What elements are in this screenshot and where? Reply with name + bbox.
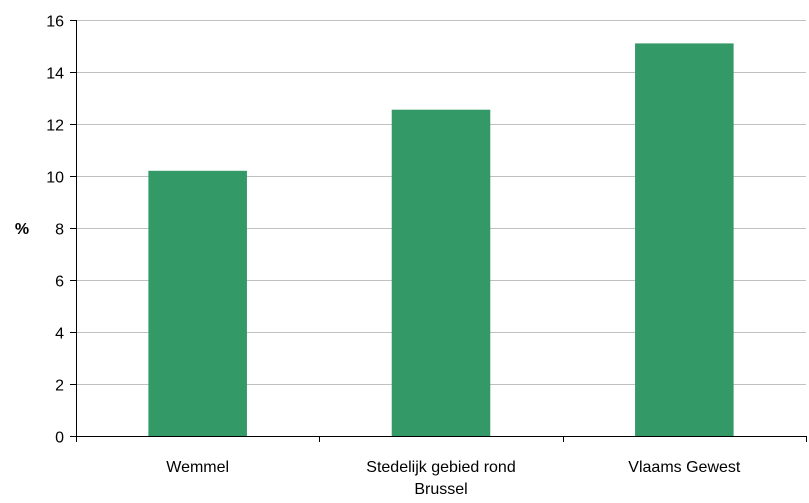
- axes: [70, 20, 807, 442]
- bars: [148, 43, 734, 437]
- y-tick-label: 12: [46, 118, 64, 135]
- y-tick-labels: 0 2 4 6 8 10 12 14 16: [46, 14, 64, 447]
- x-category-label: Vlaams Gewest: [628, 459, 741, 476]
- bar: [391, 109, 491, 436]
- x-category-label: Stedelijk gebied rond Brussel: [366, 459, 515, 498]
- x-category-label-line: Vlaams Gewest: [628, 459, 741, 476]
- y-tick-label: 6: [55, 274, 64, 291]
- x-category-label: Wemmel: [166, 459, 229, 476]
- x-category-label-line: Stedelijk gebied rond: [366, 459, 515, 476]
- y-tick-label: 8: [55, 222, 64, 239]
- y-tick-label: 4: [55, 326, 64, 343]
- x-category-label-line: Brussel: [414, 481, 467, 498]
- y-axis-title: %: [15, 221, 29, 238]
- y-tick-label: 10: [46, 170, 64, 187]
- bar: [635, 43, 734, 437]
- y-tick-label: 0: [55, 430, 64, 447]
- y-tick-label: 2: [55, 378, 64, 395]
- bar: [148, 170, 247, 437]
- x-category-labels: Wemmel Stedelijk gebied rond Brussel Vlaams…: [166, 459, 741, 498]
- y-tick-label: 16: [46, 14, 64, 31]
- y-tick-label: 14: [46, 66, 64, 83]
- x-category-label-line: Wemmel: [166, 459, 229, 476]
